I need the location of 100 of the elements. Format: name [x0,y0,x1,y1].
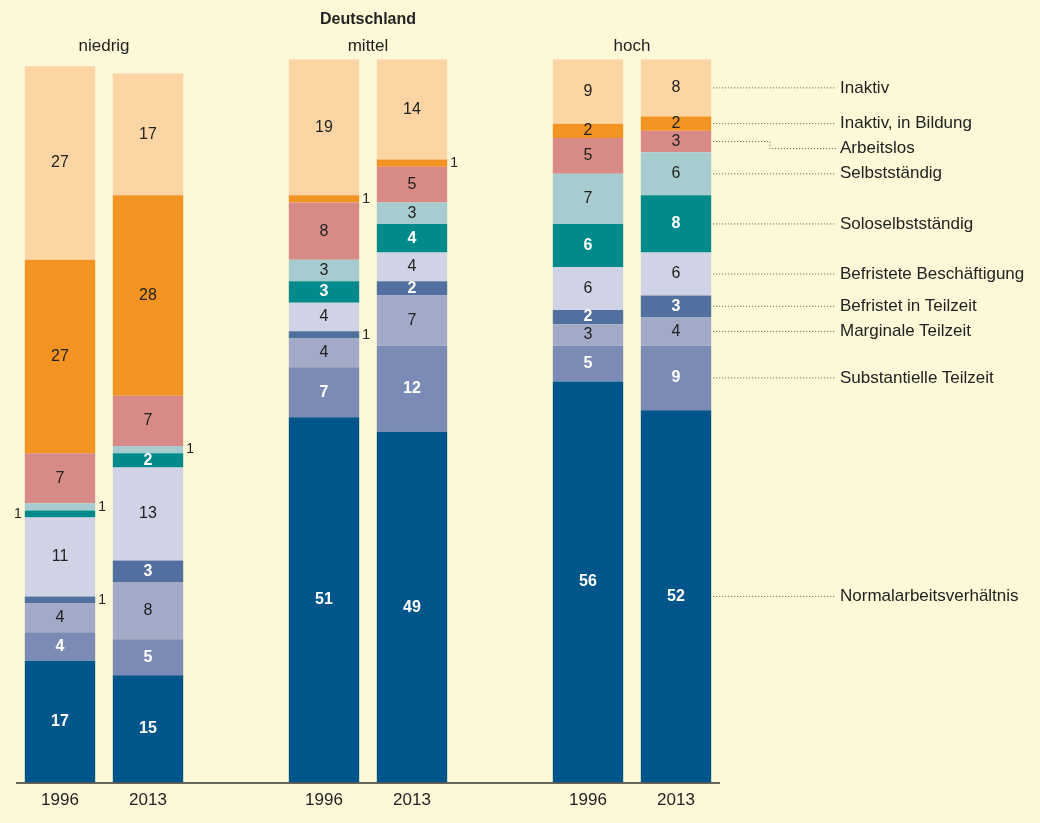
data-label: 5 [583,354,593,372]
data-label: 3 [407,203,417,221]
bar [288,259,360,282]
bar [112,675,184,783]
text: Arbeitslos [840,138,915,158]
bar [288,302,360,332]
text: Soloselbstständig [840,213,974,233]
data-label: 4 [407,257,417,275]
data-label: 4 [407,228,417,246]
bar [288,338,360,368]
data-label: 3 [319,282,329,300]
text: Befristete Beschäftigung [840,263,1025,283]
bar [552,173,624,224]
bar [552,123,624,138]
data-label: 9 [583,81,593,99]
bar [24,259,96,454]
bar [552,59,624,124]
bar [376,295,448,346]
data-label: 4 [671,321,681,339]
text: Befristet in Teilzeit [840,295,977,315]
data-label: 5 [143,647,153,665]
data-label: 56 [579,572,597,590]
text: hoch [613,36,651,56]
bar [288,59,360,196]
bar [24,453,96,504]
bar [288,195,360,203]
bar [640,152,712,196]
data-label: 13 [139,504,157,522]
x-tick-label: 2013 [129,790,167,810]
data-label: 2 [143,450,153,468]
bar [640,116,712,131]
bar [552,381,624,783]
bar [552,309,624,325]
bar [552,137,624,174]
data-label: 11 [51,547,69,565]
bar [288,202,360,260]
bar [640,59,712,117]
bar [376,166,448,203]
bar [552,345,624,382]
bar [552,324,624,346]
bar [24,660,96,783]
data-label: 3 [583,325,593,343]
bar [112,467,184,561]
x-tick-label: 2013 [657,790,695,810]
bar [640,252,712,296]
text: Substantielle Teilzeit [840,367,994,387]
bar [640,410,712,783]
bar [112,445,184,454]
data-label: 9 [671,368,681,386]
bar [640,295,712,318]
text: Selbstständig [840,163,943,183]
data-label: 19 [315,117,333,135]
data-label: 8 [671,214,681,232]
bar [376,252,448,282]
bar [112,395,184,446]
bar [24,510,96,518]
data-label: 4 [55,608,65,626]
bar [112,195,184,396]
data-label: 2 [583,307,593,325]
bar [24,66,96,260]
data-label: 3 [319,260,329,278]
bar [376,59,448,160]
data-label: 8 [143,601,153,619]
bar [112,582,184,640]
bar [376,223,448,253]
data-label: 1 [98,590,107,607]
bar [288,281,360,303]
data-label: 3 [671,296,681,314]
data-label: 5 [407,174,417,192]
bar [112,453,184,468]
data-label: 17 [51,712,69,730]
x-tick-label: 1996 [41,790,79,810]
data-label: 7 [55,468,65,486]
data-label: 1 [362,325,371,342]
data-label: 7 [407,311,417,329]
data-label: 1 [362,189,371,206]
bar [24,503,96,511]
data-label: 3 [671,131,681,149]
bar [288,331,360,339]
data-label: 6 [583,278,593,296]
bar [24,517,96,597]
bar [376,345,448,432]
bar [376,281,448,296]
bar [640,345,712,411]
data-label: 49 [403,597,421,615]
data-label: 6 [583,235,593,253]
text: Normalarbeitsverhältnis [840,586,1019,606]
text: Inaktiv, in Bildung [840,113,972,133]
x-tick-label: 1996 [305,790,343,810]
bar [288,417,360,783]
data-label: 4 [55,636,65,654]
bar [24,603,96,633]
data-label: 2 [583,121,593,139]
data-label: 51 [315,590,333,608]
bar [288,367,360,418]
data-label: 8 [671,78,681,96]
data-label: 1 [14,504,22,521]
bar [376,159,448,167]
data-label: 7 [143,411,153,429]
text: Marginale Teilzeit [840,321,972,341]
